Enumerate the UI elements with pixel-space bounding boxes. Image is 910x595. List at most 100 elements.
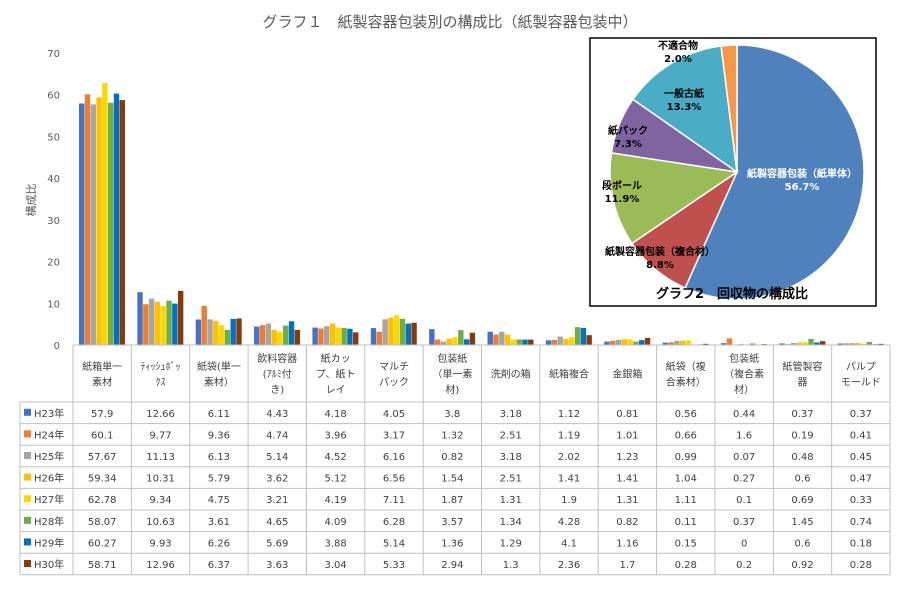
bar [154,301,161,345]
bar [84,94,91,345]
bar [318,328,324,345]
table-cell: 11.13 [146,452,175,463]
bar [808,338,814,345]
bar [574,327,581,345]
bar [324,326,330,345]
table-cell: 5.79 [208,474,230,485]
pie-chart-title: グラフ2 回収物の構成比 [656,286,808,302]
bar [329,323,336,345]
bar-chart-title: グラフ１ 紙製容器包装別の構成比（紙製容器包装中） [262,13,637,31]
y-tick-label: 0 [54,341,60,352]
bar [563,339,569,345]
table-cell: 0.1 [736,495,752,506]
table-cell: 1.16 [616,538,638,549]
table-cell: 6.56 [383,474,405,485]
bar [849,343,855,345]
bar [347,328,353,345]
legend-entry: H25年 [34,450,64,463]
bar [195,319,202,345]
bar [429,329,435,345]
bar [96,97,102,345]
bar [790,343,797,345]
bar [160,306,166,345]
table-cell: 60.27 [88,538,117,549]
table-cell: 0.56 [675,409,697,420]
bar [720,343,727,345]
table-cell: 1.01 [616,430,638,441]
pie-slice-label: 不適合物 [658,39,698,52]
table-cell: 0.28 [675,560,697,571]
table-cell: 1.7 [619,560,635,571]
category-label: 紙袋（複 [666,360,706,373]
bar [353,332,359,345]
table-cell: 0.37 [733,517,755,528]
bar [265,323,272,345]
legend-swatch [24,452,31,459]
table-cell: 4.52 [324,452,346,463]
bar [113,93,120,345]
bar [388,317,394,345]
bar [283,325,289,345]
bar [837,343,844,345]
table-cell: 6.26 [208,538,230,549]
pie-slice [684,44,865,300]
category-label: マルチ [379,361,409,373]
table-cell: 0.45 [850,452,872,463]
table-cell: 1.12 [558,409,580,420]
category-label: ｸｽ [156,376,166,388]
legend-swatch [24,560,31,567]
table-cell: 57.67 [88,452,117,463]
bar [137,292,143,345]
legend-entry: H29年 [34,536,64,549]
category-label: モールド [841,377,881,388]
table-cell: 3.62 [266,474,288,485]
table-cell: 3.63 [266,560,288,571]
bar [201,305,207,345]
bar [335,327,342,345]
table-cell: 1.19 [558,430,580,441]
bar [411,322,417,345]
pie-slice-label: 紙製容器包装（複合材） [605,245,715,258]
table-cell: 0.28 [850,560,872,571]
table-cell: 0.44 [733,409,755,420]
table-cell: 0.99 [675,452,697,463]
table-cell: 3.88 [324,538,346,549]
bar [843,343,849,345]
table-cell: 3.61 [208,517,230,528]
table-cell: 6.16 [383,452,405,463]
bar [685,340,692,345]
table-cell: 60.1 [91,430,113,441]
table-cell: 57.9 [91,409,113,420]
category-label: 包装紙 [729,352,759,365]
pie-slice-value: 8.8% [646,260,674,271]
bars-layer: 0 10 20 30 40 50 60 70 [47,49,891,352]
table-cell: 0.07 [733,452,755,463]
bar [172,303,178,345]
bar [796,342,803,345]
category-label: 素材 [92,375,112,388]
bar [580,327,587,345]
table-cell: 4.28 [558,517,580,528]
table-cell: 4.43 [266,409,288,420]
bar [639,340,645,345]
bar [458,330,464,345]
table-cell: 10.63 [146,517,175,528]
table-cell: 3.04 [324,560,346,571]
bar [493,334,499,345]
bar [674,340,680,345]
bar [510,339,517,345]
table-cell: 1.34 [500,517,522,528]
table-cell: 3.18 [500,452,522,463]
bar [78,103,85,345]
table-cell: 2.51 [500,430,522,441]
table-cell: 5.14 [383,538,405,549]
y-tick-label: 20 [47,258,60,269]
table-cell: 3.17 [383,430,405,441]
table-cell: 9.36 [208,430,230,441]
category-label: 包装紙 [437,352,467,365]
category-label: 材） [734,383,754,396]
table-cell: 0.92 [791,560,813,571]
pie-slice [609,152,740,245]
bar [469,332,476,345]
category-label: （単一素 [432,368,472,381]
